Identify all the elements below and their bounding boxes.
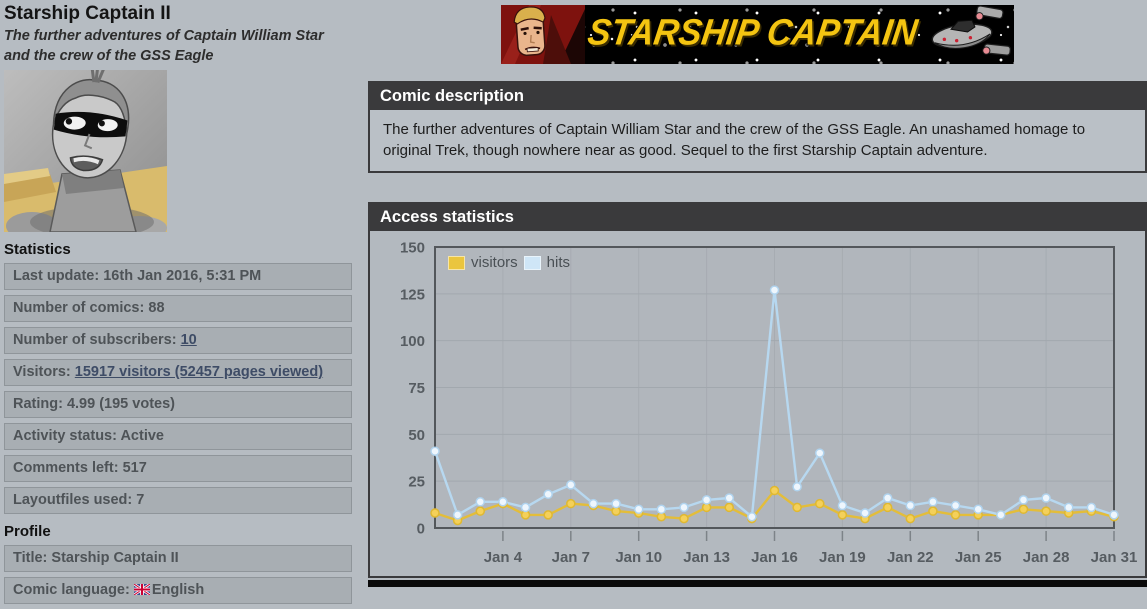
svg-text:Jan 4: Jan 4 — [484, 549, 523, 566]
stat-activity-status: Activity status: Active — [4, 423, 352, 450]
access-statistics-chart: 0 25 50 75 100 125 150 Jan 4 Jan 7 Jan 10 Jan 13 Ja… — [370, 231, 1145, 576]
svg-text:Jan 10: Jan 10 — [615, 549, 662, 566]
access-statistics-header: Access statistics — [370, 204, 1145, 231]
main-content: STARSHIP CAPTAIN Comic description The f… — [368, 0, 1147, 609]
stat-last-update: Last update: 16th Jan 2016, 5:31 PM — [4, 263, 352, 290]
statistics-heading: Statistics — [4, 241, 71, 258]
comic-avatar — [4, 70, 167, 232]
stat-number-of-subscribers: Number of subscribers: 10 — [4, 327, 352, 354]
svg-text:Jan 22: Jan 22 — [887, 549, 934, 566]
svg-text:0: 0 — [417, 521, 425, 538]
comic-description-header: Comic description — [370, 83, 1145, 110]
svg-text:25: 25 — [408, 474, 425, 491]
svg-text:Jan 19: Jan 19 — [819, 549, 866, 566]
visitors-legend-label: visitors — [471, 254, 518, 271]
svg-text:Jan 31: Jan 31 — [1091, 549, 1138, 566]
visitors-link[interactable]: 15917 visitors (52457 pages viewed) — [74, 364, 324, 380]
profile-title: Title: Starship Captain II — [4, 545, 352, 572]
svg-text:Jan 28: Jan 28 — [1023, 549, 1070, 566]
page-title: Starship Captain II — [4, 3, 171, 24]
chart-legend: visitors hits — [448, 254, 570, 271]
stat-visitors: Visitors: 15917 visitors (52457 pages vi… — [4, 359, 352, 386]
comic-description-text: The further adventures of Captain Willia… — [370, 110, 1145, 171]
profile-comic-language: Comic language: English — [4, 577, 352, 604]
svg-text:Jan 13: Jan 13 — [683, 549, 730, 566]
svg-text:100: 100 — [400, 333, 425, 350]
svg-text:125: 125 — [400, 286, 425, 303]
svg-text:Jan 16: Jan 16 — [751, 549, 798, 566]
banner-title-text: STARSHIP CAPTAIN — [585, 12, 920, 53]
subscribers-link[interactable]: 10 — [180, 332, 197, 348]
stat-number-of-comics: Number of comics: 88 — [4, 295, 352, 322]
comic-sidebar: Starship Captain II The further adventur… — [4, 2, 356, 609]
svg-text:75: 75 — [408, 380, 425, 397]
line-chart: 0 25 50 75 100 125 150 Jan 4 Jan 7 Jan 10 Jan 13 Ja… — [400, 240, 1138, 567]
uk-flag-icon — [133, 584, 150, 595]
comic-description-panel: Comic description The further adventures… — [368, 81, 1147, 173]
stat-layoutfiles-used: Layoutfiles used: 7 — [4, 487, 352, 514]
stat-rating: Rating: 4.99 (195 votes) — [4, 391, 352, 418]
access-statistics-panel: Access statistics 0 25 50 75 100 125 150 Jan 4 J… — [368, 202, 1147, 578]
svg-text:Jan 25: Jan 25 — [955, 549, 1002, 566]
banner-starship — [931, 5, 1011, 56]
visitors-legend-swatch — [448, 255, 465, 270]
comic-banner[interactable]: STARSHIP CAPTAIN — [501, 5, 1014, 64]
comic-subtitle: The further adventures of Captain Willia… — [4, 28, 324, 64]
svg-text:50: 50 — [408, 427, 425, 444]
svg-text:Jan 7: Jan 7 — [552, 549, 590, 566]
stat-comments-left: Comments left: 517 — [4, 455, 352, 482]
banner-captain-face — [501, 5, 585, 64]
svg-text:150: 150 — [400, 240, 425, 257]
hits-legend-label: hits — [546, 254, 571, 271]
hits-legend-swatch — [523, 255, 541, 270]
profile-heading: Profile — [4, 523, 51, 540]
next-section-header-partial — [368, 580, 1147, 587]
